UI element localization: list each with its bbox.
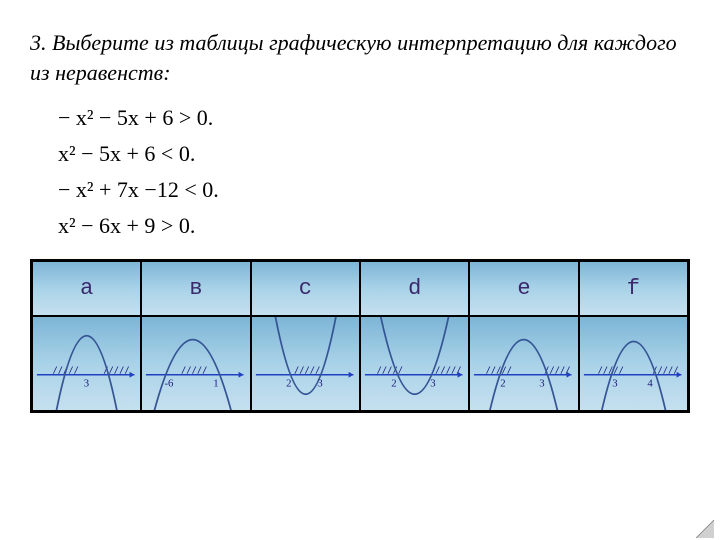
- graph-b: ///// -6 1: [141, 316, 250, 411]
- graph-d: ///// ///// 2 3: [360, 316, 469, 411]
- svg-text://///: /////: [377, 366, 403, 376]
- graph-e: ////////// 23: [469, 316, 578, 411]
- table-header-e: е: [469, 261, 578, 316]
- svg-text:3: 3: [317, 378, 322, 390]
- table-header-c: с: [251, 261, 360, 316]
- page-corner-icon: [696, 520, 714, 538]
- svg-text:2: 2: [391, 378, 396, 390]
- svg-text:3: 3: [612, 378, 617, 390]
- table-header-b: в: [141, 261, 250, 316]
- svg-text://///: /////: [181, 366, 207, 376]
- graph-table: а в с d е f ////////// 3 ///// -61 /////…: [30, 259, 690, 413]
- svg-text:2: 2: [501, 378, 506, 390]
- svg-text:1: 1: [214, 378, 219, 390]
- equations-block: − x² − 5x + 6 > 0. x² − 5x + 6 < 0. − x²…: [58, 105, 690, 239]
- table-header-a: а: [32, 261, 141, 316]
- question-text: 3. Выберите из таблицы графическую интер…: [30, 28, 690, 87]
- table-header-d: d: [360, 261, 469, 316]
- svg-text:2: 2: [286, 378, 291, 390]
- equation-1: − x² − 5x + 6 > 0.: [58, 105, 690, 131]
- svg-text://///: /////: [435, 366, 461, 376]
- equation-2: x² − 5x + 6 < 0.: [58, 141, 690, 167]
- svg-text://///: /////: [486, 366, 512, 376]
- svg-text:4: 4: [647, 378, 653, 390]
- svg-text:3: 3: [430, 378, 435, 390]
- graph-f: ////////// 34: [579, 316, 688, 411]
- equation-4: x² − 6x + 9 > 0.: [58, 213, 690, 239]
- svg-text:3: 3: [84, 378, 89, 390]
- svg-text://///: /////: [294, 366, 320, 376]
- graph-a: ////////// 3: [32, 316, 141, 411]
- svg-text:3: 3: [540, 378, 545, 390]
- svg-text://///: /////: [597, 366, 623, 376]
- graph-c: ///// 2 3: [251, 316, 360, 411]
- svg-text:-6: -6: [165, 378, 175, 390]
- equation-3: − x² + 7x −12 < 0.: [58, 177, 690, 203]
- table-header-f: f: [579, 261, 688, 316]
